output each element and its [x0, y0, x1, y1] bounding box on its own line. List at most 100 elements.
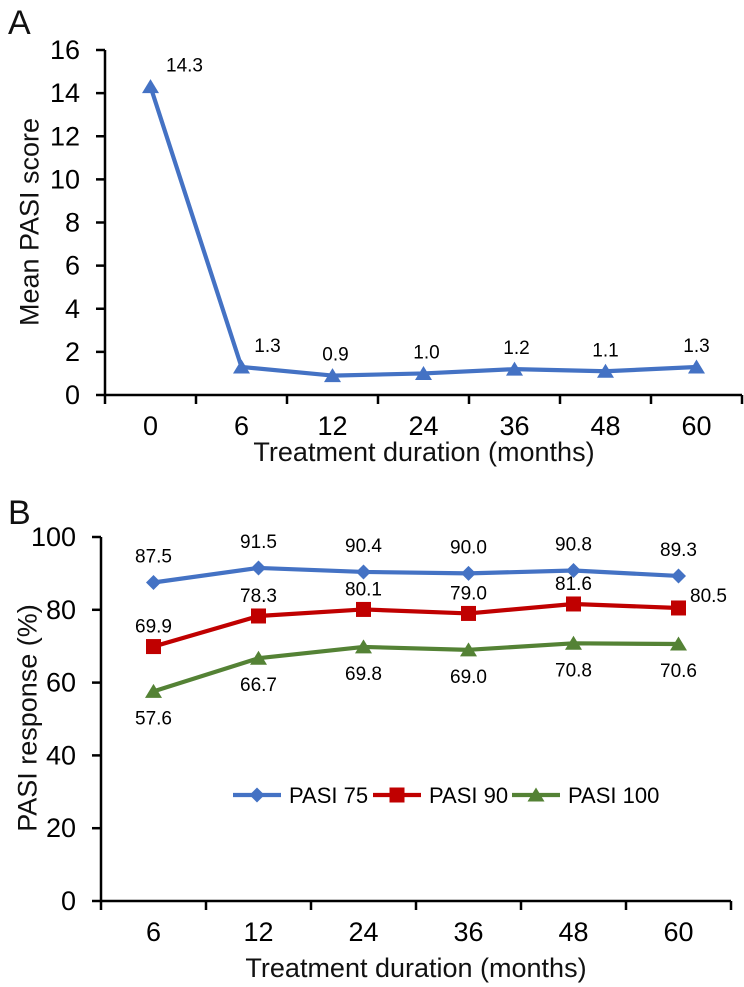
- data-label: 69.0: [450, 667, 487, 688]
- y-tick-label: 20: [46, 813, 76, 843]
- data-label: 69.9: [135, 617, 172, 638]
- triangle-marker: [460, 642, 477, 657]
- diamond-marker: [461, 565, 476, 581]
- data-label: 78.3: [240, 586, 277, 607]
- series-line: [148, 84, 699, 378]
- diamond-marker: [356, 564, 371, 580]
- panel-b-x-axis-title: Treatment duration (months): [245, 953, 587, 983]
- axes: [92, 535, 733, 910]
- triangle-marker: [233, 359, 250, 374]
- data-label: 1.3: [683, 336, 709, 357]
- x-tick-label: 24: [408, 411, 438, 441]
- y-tick-label: 40: [46, 740, 76, 770]
- triangle-marker: [670, 636, 687, 651]
- data-label: 89.3: [660, 540, 697, 561]
- square-marker: [461, 605, 476, 621]
- x-tick-label: 6: [146, 917, 161, 947]
- data-label: 90.0: [450, 537, 487, 558]
- y-tick-label: 4: [65, 294, 80, 324]
- x-tick-label: 12: [317, 411, 347, 441]
- legend-label: PASI 90: [429, 783, 508, 808]
- triangle-marker: [527, 787, 545, 802]
- triangle-marker: [565, 635, 582, 650]
- x-tick-label: 36: [453, 917, 483, 947]
- triangle-marker: [250, 650, 267, 665]
- data-label: 80.1: [345, 579, 382, 600]
- data-label: 1.0: [413, 342, 439, 363]
- x-tick-label: 48: [590, 411, 620, 441]
- square-marker: [251, 608, 266, 624]
- square-marker: [356, 601, 371, 617]
- series-line: [151, 565, 681, 585]
- triangle-marker: [145, 683, 162, 698]
- legend-item-pasi-100: PASI 100: [512, 783, 659, 808]
- x-tick-label: 12: [243, 917, 273, 947]
- data-label: 91.5: [240, 532, 277, 553]
- data-label: 70.8: [555, 660, 592, 681]
- series-0: 14.3 1.3 0.9 1.0 1.2 1.1 1.3: [142, 56, 710, 383]
- data-label: 1.3: [254, 336, 280, 357]
- data-label: 69.8: [345, 664, 382, 685]
- data-label: 90.8: [555, 534, 592, 555]
- diamond-marker: [249, 787, 265, 803]
- legend-item-pasi-90: PASI 90: [373, 783, 508, 808]
- diamond-marker: [146, 575, 161, 590]
- panel-a-letter: A: [8, 4, 31, 42]
- panel-b-letter: B: [8, 494, 31, 532]
- legend: PASI 75 PASI 90 PASI 100: [233, 783, 659, 808]
- x-tick-label: 6: [234, 411, 249, 441]
- y-tick-label: 0: [65, 380, 80, 410]
- tick-labels: 0 20 40 60 80 100 6 12 24 36 48 60: [31, 522, 694, 947]
- square-marker: [146, 639, 161, 655]
- triangle-marker: [355, 639, 372, 654]
- x-tick-label: 24: [348, 917, 378, 947]
- y-tick-label: 100: [31, 522, 76, 552]
- data-label: 1.2: [503, 338, 529, 359]
- triangle-marker: [506, 361, 523, 376]
- data-label: 70.6: [660, 661, 697, 682]
- data-label: 14.3: [166, 56, 203, 77]
- y-tick-label: 12: [50, 121, 80, 151]
- data-label: 0.9: [322, 345, 348, 366]
- square-marker: [566, 596, 581, 612]
- x-tick-label: 60: [663, 917, 693, 947]
- y-tick-label: 0: [61, 886, 76, 916]
- panel-b: B PASI response (%) 0 20 40 60 80 100 6 12 24 36 4…: [0, 480, 744, 987]
- series-line: [151, 601, 681, 649]
- panel-a: A Mean PASI score 0 2 4 6 8 10 12 14 16 0 6 12 24 36 4…: [0, 0, 744, 480]
- diamond-marker: [251, 560, 266, 576]
- axes: [96, 48, 744, 404]
- legend-label: PASI 100: [568, 783, 659, 808]
- x-tick-label: 60: [681, 411, 711, 441]
- y-tick-label: 80: [46, 595, 76, 625]
- data-label: 81.6: [555, 574, 592, 595]
- triangle-marker: [688, 359, 705, 374]
- diamond-marker: [566, 562, 581, 578]
- y-tick-label: 8: [65, 208, 80, 238]
- triangle-marker: [324, 368, 341, 383]
- x-tick-label: 0: [143, 411, 158, 441]
- y-tick-label: 6: [65, 251, 80, 281]
- legend-item-pasi-75: PASI 75: [233, 783, 368, 808]
- data-label: 66.7: [240, 675, 277, 696]
- triangle-marker: [142, 79, 159, 94]
- y-tick-label: 2: [65, 337, 80, 367]
- y-tick-label: 14: [50, 78, 80, 108]
- series-pasi-100: 57.6 66.7 69.8 69.0 70.8 70.6: [135, 635, 697, 729]
- y-tick-label: 16: [50, 35, 80, 65]
- diamond-marker: [671, 568, 686, 584]
- square-marker: [389, 787, 405, 803]
- y-tick-label: 10: [50, 164, 80, 194]
- series-pasi-90: 69.9 78.3 80.1 79.0 81.6 80.5: [135, 574, 727, 655]
- data-label: 57.6: [135, 708, 172, 729]
- x-tick-label: 48: [558, 917, 588, 947]
- panel-a-x-axis-title: Treatment duration (months): [253, 437, 595, 467]
- data-label: 87.5: [135, 547, 172, 568]
- triangle-marker: [415, 365, 432, 380]
- data-label: 79.0: [450, 583, 487, 604]
- data-label: 1.1: [592, 340, 618, 361]
- chart-b-plot: 0 20 40 60 80 100 6 12 24 36 48 60 87.5 91.5 90.4 90.0 9…: [31, 522, 733, 947]
